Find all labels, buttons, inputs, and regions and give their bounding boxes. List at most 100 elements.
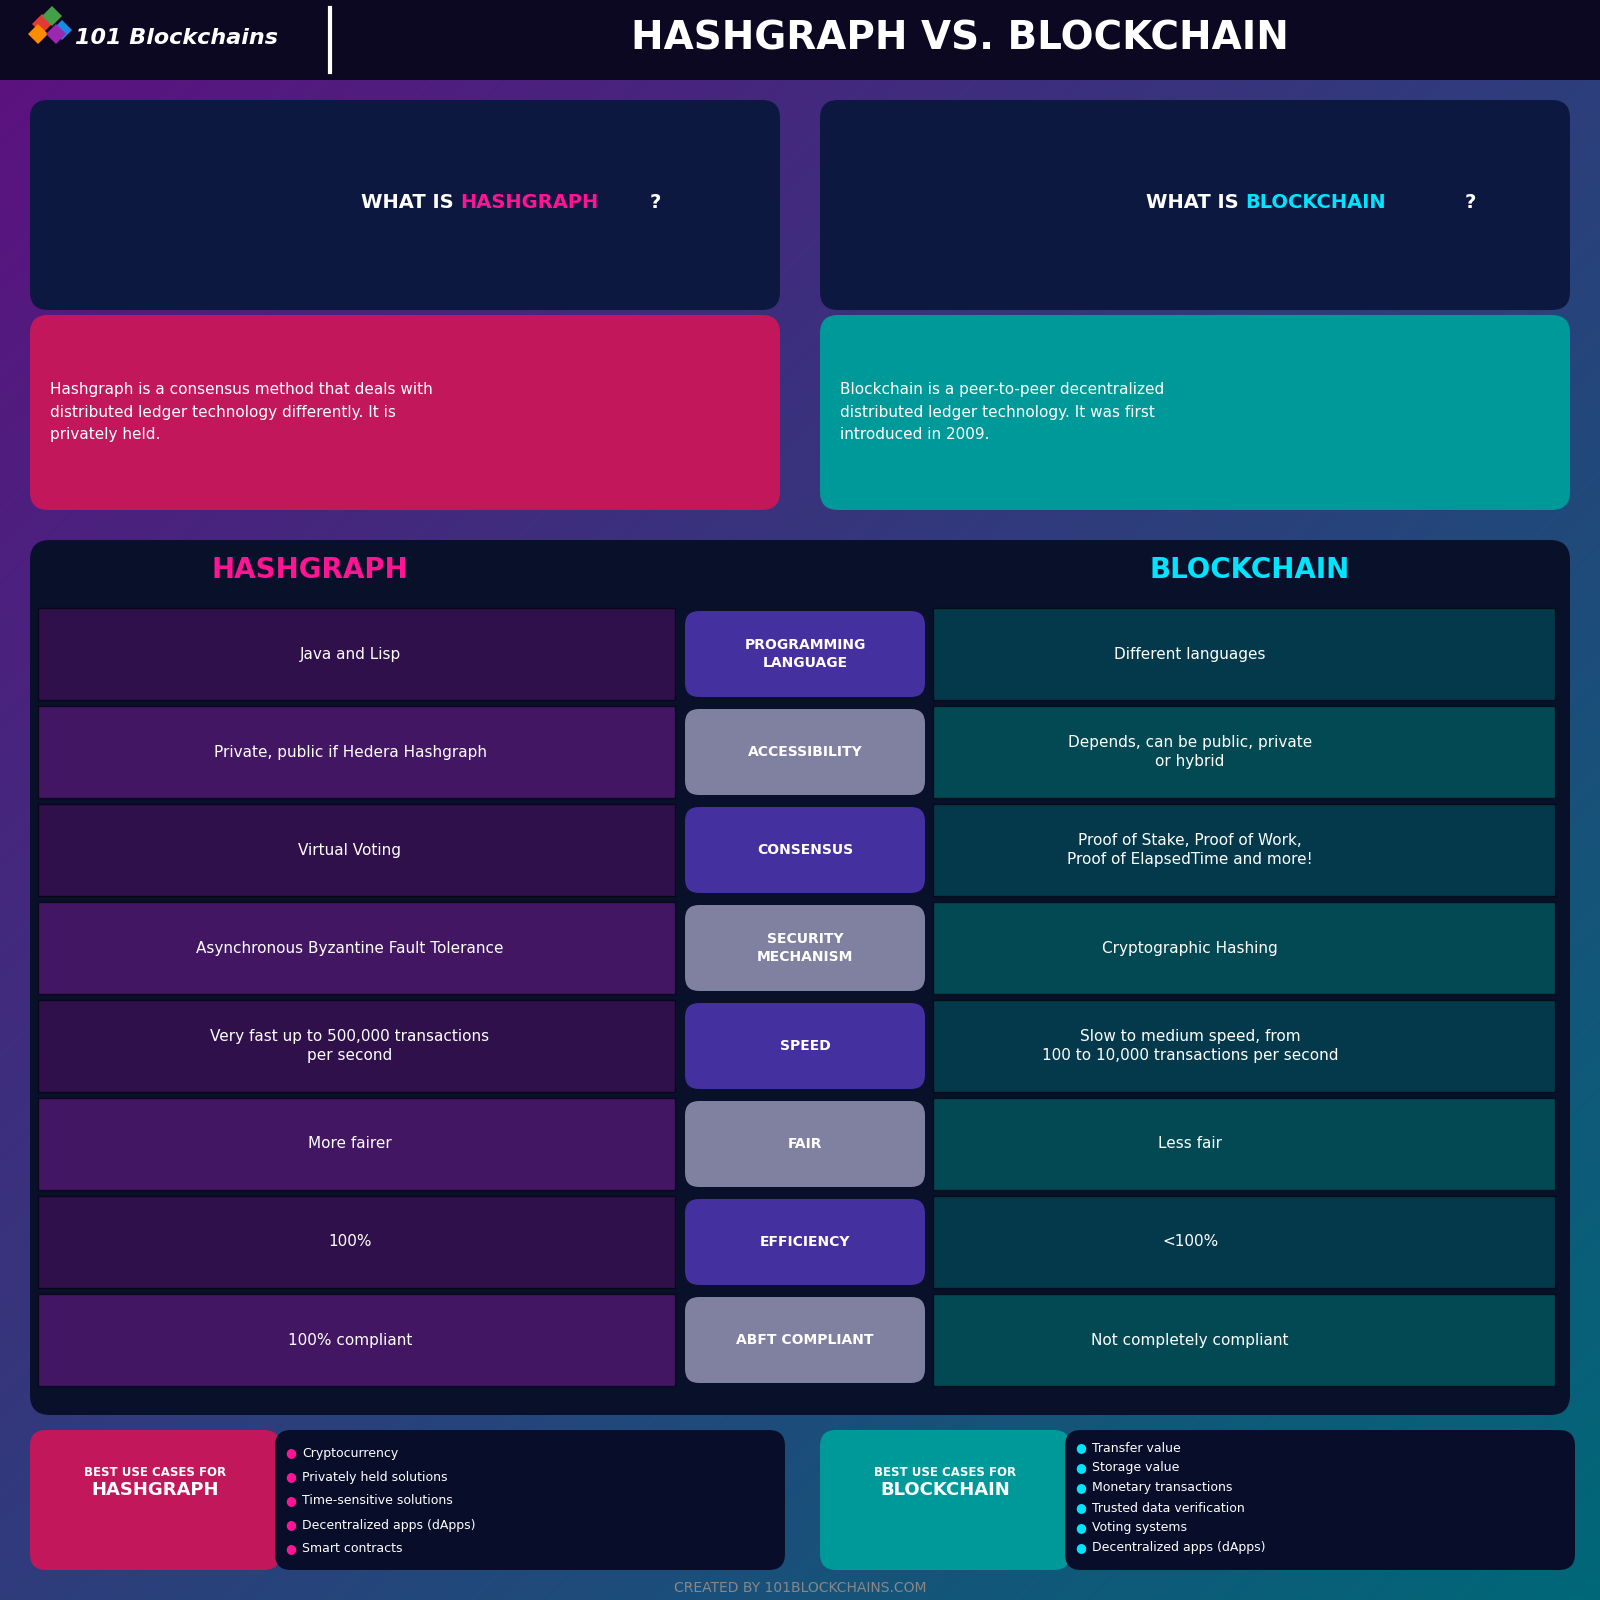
FancyBboxPatch shape [685, 709, 925, 795]
FancyBboxPatch shape [933, 1098, 1555, 1190]
Text: CONSENSUS: CONSENSUS [757, 843, 853, 858]
FancyBboxPatch shape [819, 99, 1570, 310]
FancyBboxPatch shape [1066, 1430, 1574, 1570]
Polygon shape [32, 14, 51, 34]
Text: ?: ? [1466, 192, 1477, 211]
FancyBboxPatch shape [685, 906, 925, 990]
FancyBboxPatch shape [933, 1000, 1555, 1091]
FancyBboxPatch shape [933, 706, 1555, 798]
Text: WHAT IS: WHAT IS [1146, 192, 1245, 211]
Text: Different languages: Different languages [1114, 646, 1266, 661]
FancyBboxPatch shape [30, 99, 781, 310]
Text: 101 Blockchains: 101 Blockchains [75, 27, 278, 48]
Text: Private, public if Hedera Hashgraph: Private, public if Hedera Hashgraph [213, 744, 486, 760]
Text: Decentralized apps (dApps): Decentralized apps (dApps) [302, 1518, 475, 1531]
Text: Decentralized apps (dApps): Decentralized apps (dApps) [1091, 1541, 1266, 1555]
Text: Trusted data verification: Trusted data verification [1091, 1501, 1245, 1515]
Text: FAIR: FAIR [787, 1138, 822, 1150]
Text: Java and Lisp: Java and Lisp [299, 646, 400, 661]
Text: ?: ? [650, 192, 661, 211]
Text: ●: ● [1075, 1501, 1086, 1515]
Text: BLOCKCHAIN: BLOCKCHAIN [880, 1482, 1010, 1499]
Text: HASHGRAPH: HASHGRAPH [461, 192, 598, 211]
Text: PROGRAMMING
LANGUAGE: PROGRAMMING LANGUAGE [744, 638, 866, 670]
Polygon shape [51, 19, 72, 40]
Text: Privately held solutions: Privately held solutions [302, 1470, 448, 1483]
FancyBboxPatch shape [933, 902, 1555, 994]
Text: HASHGRAPH: HASHGRAPH [211, 557, 408, 584]
Text: Monetary transactions: Monetary transactions [1091, 1482, 1232, 1494]
FancyBboxPatch shape [30, 315, 781, 510]
FancyBboxPatch shape [38, 1000, 675, 1091]
Text: Not completely compliant: Not completely compliant [1091, 1333, 1288, 1347]
Text: HASHGRAPH VS. BLOCKCHAIN: HASHGRAPH VS. BLOCKCHAIN [630, 19, 1290, 58]
FancyBboxPatch shape [819, 1430, 1070, 1570]
Text: ●: ● [285, 1446, 296, 1459]
FancyBboxPatch shape [30, 1430, 280, 1570]
Text: Blockchain is a peer-to-peer decentralized
distributed ledger technology. It was: Blockchain is a peer-to-peer decentraliz… [840, 382, 1165, 442]
FancyBboxPatch shape [685, 806, 925, 893]
FancyBboxPatch shape [819, 315, 1570, 510]
Text: ●: ● [1075, 1442, 1086, 1454]
Text: Time-sensitive solutions: Time-sensitive solutions [302, 1494, 453, 1507]
Text: ●: ● [285, 1494, 296, 1507]
Text: WHAT IS: WHAT IS [360, 192, 461, 211]
Text: ●: ● [1075, 1461, 1086, 1475]
Text: ●: ● [1075, 1482, 1086, 1494]
FancyBboxPatch shape [38, 608, 675, 701]
FancyBboxPatch shape [685, 1101, 925, 1187]
Text: <100%: <100% [1162, 1235, 1218, 1250]
Text: Slow to medium speed, from
100 to 10,000 transactions per second: Slow to medium speed, from 100 to 10,000… [1042, 1029, 1338, 1062]
Text: HASHGRAPH: HASHGRAPH [91, 1482, 219, 1499]
Polygon shape [46, 24, 66, 43]
Text: Asynchronous Byzantine Fault Tolerance: Asynchronous Byzantine Fault Tolerance [197, 941, 504, 955]
Text: Smart contracts: Smart contracts [302, 1542, 403, 1555]
Text: Cryptographic Hashing: Cryptographic Hashing [1102, 941, 1278, 955]
FancyBboxPatch shape [30, 541, 1570, 1414]
Text: Hashgraph is a consensus method that deals with
distributed ledger technology di: Hashgraph is a consensus method that dea… [50, 382, 432, 442]
Text: 100% compliant: 100% compliant [288, 1333, 413, 1347]
Text: BLOCKCHAIN: BLOCKCHAIN [1245, 192, 1386, 211]
Text: Less fair: Less fair [1158, 1136, 1222, 1152]
FancyBboxPatch shape [933, 1294, 1555, 1386]
FancyBboxPatch shape [38, 902, 675, 994]
FancyBboxPatch shape [933, 803, 1555, 896]
FancyBboxPatch shape [38, 1098, 675, 1190]
Text: CREATED BY 101BLOCKCHAINS.COM: CREATED BY 101BLOCKCHAINS.COM [674, 1581, 926, 1595]
Text: ACCESSIBILITY: ACCESSIBILITY [747, 746, 862, 758]
Text: Very fast up to 500,000 transactions
per second: Very fast up to 500,000 transactions per… [211, 1029, 490, 1062]
FancyBboxPatch shape [685, 1298, 925, 1382]
Text: SPEED: SPEED [779, 1038, 830, 1053]
Text: ABFT COMPLIANT: ABFT COMPLIANT [736, 1333, 874, 1347]
Text: BLOCKCHAIN: BLOCKCHAIN [1150, 557, 1350, 584]
FancyBboxPatch shape [685, 1198, 925, 1285]
FancyBboxPatch shape [38, 803, 675, 896]
Text: ●: ● [285, 1518, 296, 1531]
Polygon shape [29, 24, 48, 43]
Text: ●: ● [285, 1542, 296, 1555]
FancyBboxPatch shape [275, 1430, 786, 1570]
FancyBboxPatch shape [685, 611, 925, 698]
Text: BEST USE CASES FOR: BEST USE CASES FOR [83, 1466, 226, 1478]
FancyBboxPatch shape [38, 1197, 675, 1288]
Text: Transfer value: Transfer value [1091, 1442, 1181, 1454]
FancyBboxPatch shape [685, 1003, 925, 1090]
FancyBboxPatch shape [38, 706, 675, 798]
FancyBboxPatch shape [933, 1197, 1555, 1288]
Text: 100%: 100% [328, 1235, 371, 1250]
Text: EFFICIENCY: EFFICIENCY [760, 1235, 850, 1250]
Text: ●: ● [285, 1470, 296, 1483]
Text: Cryptocurrency: Cryptocurrency [302, 1446, 398, 1459]
Text: ●: ● [1075, 1522, 1086, 1534]
FancyBboxPatch shape [933, 608, 1555, 701]
Text: Virtual Voting: Virtual Voting [299, 843, 402, 858]
FancyBboxPatch shape [38, 1294, 675, 1386]
Polygon shape [42, 6, 62, 26]
Text: More fairer: More fairer [309, 1136, 392, 1152]
Text: Voting systems: Voting systems [1091, 1522, 1187, 1534]
Text: Proof of Stake, Proof of Work,
Proof of ElapsedTime and more!: Proof of Stake, Proof of Work, Proof of … [1067, 834, 1314, 867]
FancyBboxPatch shape [0, 0, 1600, 80]
Text: SECURITY
MECHANISM: SECURITY MECHANISM [757, 933, 853, 963]
Text: BEST USE CASES FOR: BEST USE CASES FOR [874, 1466, 1016, 1478]
Text: ●: ● [1075, 1541, 1086, 1555]
